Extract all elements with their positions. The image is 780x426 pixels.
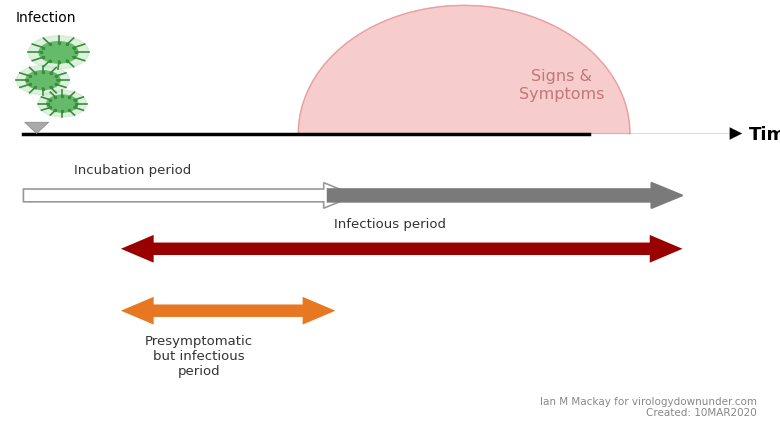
Text: Infectious period: Infectious period [334, 218, 446, 231]
Circle shape [26, 72, 60, 90]
Polygon shape [121, 235, 682, 263]
Circle shape [38, 91, 87, 118]
Text: Signs &
Symptoms: Signs & Symptoms [519, 69, 604, 101]
Text: Presymptomatic
but infectious
period: Presymptomatic but infectious period [145, 334, 253, 377]
Polygon shape [298, 6, 630, 134]
Polygon shape [25, 123, 48, 134]
Text: Symptomatic period: Symptomatic period [392, 164, 544, 177]
Text: Infection: Infection [16, 11, 76, 25]
Circle shape [16, 66, 69, 95]
Circle shape [47, 96, 78, 113]
Polygon shape [23, 183, 355, 209]
Circle shape [28, 37, 89, 70]
Circle shape [39, 43, 78, 64]
Polygon shape [121, 297, 335, 325]
Text: Incubation period: Incubation period [74, 164, 191, 177]
Text: Time: Time [749, 125, 780, 143]
Polygon shape [328, 183, 682, 209]
Text: Ian M Mackay for virologydownunder.com
Created: 10MAR2020: Ian M Mackay for virologydownunder.com C… [540, 396, 757, 417]
